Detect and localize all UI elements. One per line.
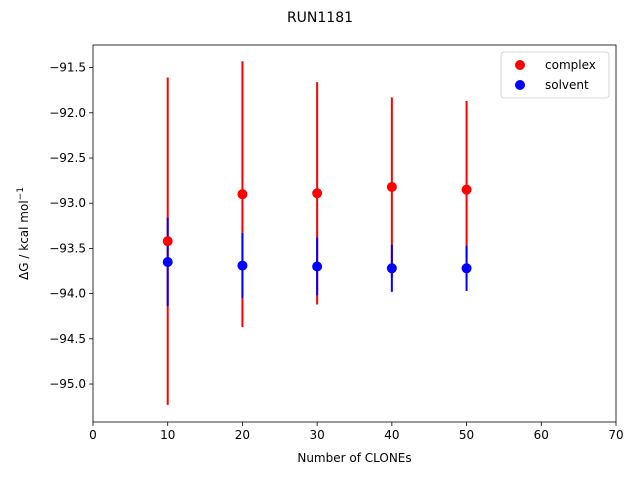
- chart-title: RUN1181: [287, 10, 353, 26]
- x-tick-label: 30: [310, 428, 325, 442]
- data-point-solvent: [237, 260, 248, 271]
- y-axis: −95.0 −94.5 −94.0 −93.5 −93.0 −92.5 −92.0 −91.5: [49, 61, 93, 391]
- legend-marker-solvent: [515, 80, 525, 90]
- data-point-solvent: [461, 263, 472, 274]
- y-axis-label-superscript: −1: [16, 187, 26, 200]
- legend-label-complex: complex: [545, 58, 596, 72]
- x-tick-label: 0: [89, 428, 97, 442]
- x-tick-label: 10: [160, 428, 175, 442]
- y-tick-label: −92.5: [49, 151, 86, 165]
- y-tick-label: −93.0: [49, 196, 86, 210]
- data-marks: [162, 61, 472, 405]
- legend-label-solvent: solvent: [545, 78, 589, 92]
- y-tick-label: −94.0: [49, 287, 86, 301]
- data-point-complex: [237, 189, 248, 200]
- y-tick-label: −91.5: [49, 61, 86, 75]
- x-tick-label: 20: [235, 428, 250, 442]
- x-tick-label: 40: [384, 428, 399, 442]
- data-point-complex: [386, 181, 397, 192]
- y-axis-label-main: ΔG / kcal mol: [17, 200, 31, 280]
- legend: complex solvent: [500, 51, 610, 99]
- data-point-solvent: [162, 256, 173, 267]
- data-point-solvent: [312, 261, 323, 272]
- data-point-complex: [162, 236, 173, 247]
- x-tick-label: 70: [608, 428, 623, 442]
- x-tick-label: 50: [459, 428, 474, 442]
- y-tick-label: −95.0: [49, 377, 86, 391]
- legend-box: [500, 51, 610, 99]
- y-axis-label: ΔG / kcal mol−1: [16, 187, 31, 280]
- plot-area: [93, 45, 616, 422]
- y-tick-label: −94.5: [49, 332, 86, 346]
- x-tick-label: 60: [534, 428, 549, 442]
- legend-marker-complex: [515, 60, 525, 70]
- x-axis: 0 10 20 30 40 50 60 70: [89, 422, 624, 442]
- y-tick-label: −93.5: [49, 241, 86, 255]
- data-point-complex: [461, 184, 472, 195]
- data-point-solvent: [386, 263, 397, 274]
- data-point-complex: [312, 188, 323, 199]
- plot-frame: [92, 44, 617, 423]
- y-tick-label: −92.0: [49, 106, 86, 120]
- x-axis-label: Number of CLONEs: [297, 451, 411, 465]
